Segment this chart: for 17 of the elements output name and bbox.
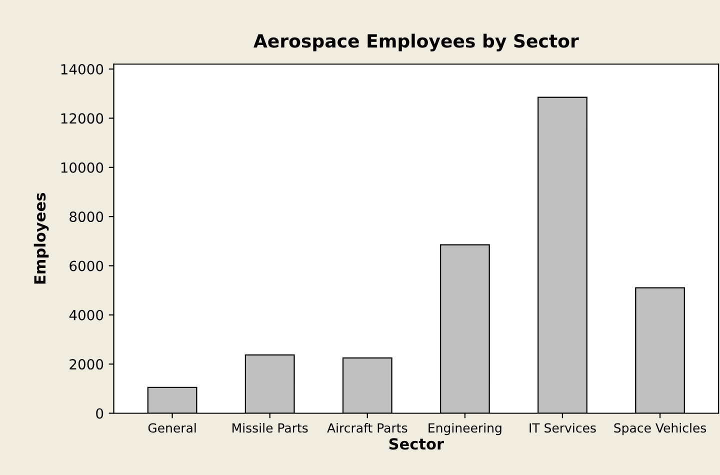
y-tick-label: 10000 (61, 162, 104, 173)
y-tick-label: 14000 (61, 64, 104, 75)
x-tick-label: IT Services (530, 422, 596, 433)
y-axis-title: Employees (34, 193, 49, 284)
x-axis-title: Sector (389, 438, 444, 450)
x-tick-label: Space Vehicles (614, 422, 706, 436)
y-tick-label: 6000 (70, 260, 104, 272)
x-tick-label: Missile Parts (232, 422, 308, 433)
chart-title: Aerospace Employees by Sector (254, 34, 579, 52)
x-tick-label: General (148, 422, 196, 433)
y-tick-label: 8000 (70, 212, 104, 222)
y-tick-label: 12000 (61, 113, 104, 124)
y-tick-label: 4000 (69, 310, 104, 320)
y-tick-label: 2000 (70, 359, 104, 370)
x-tick-label: Engineering (428, 422, 502, 436)
x-tick-label: Aircraft Parts (327, 422, 408, 433)
y-tick-label: 0 (96, 408, 104, 419)
